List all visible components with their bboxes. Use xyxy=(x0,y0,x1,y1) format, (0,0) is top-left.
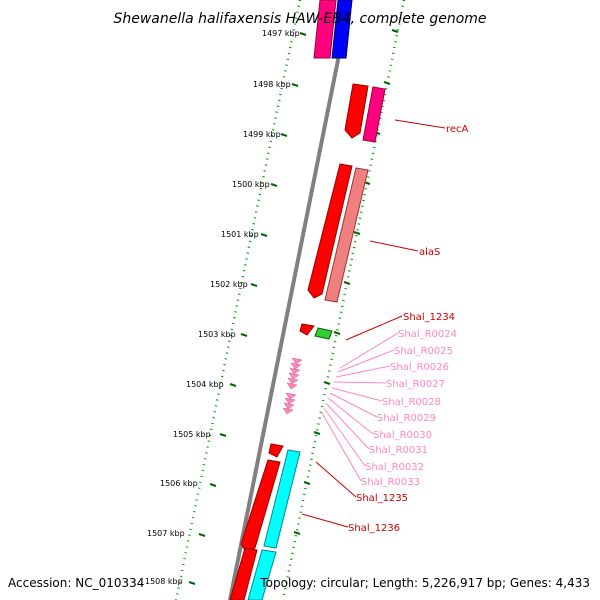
gene-label-shal-r0031: Shal_R0031 xyxy=(369,445,428,456)
lower-features xyxy=(229,443,301,600)
tick-label: 1500 kbp xyxy=(232,180,270,189)
tick-label: 1501 kbp xyxy=(221,230,259,239)
gene-label-alas: alaS xyxy=(419,247,440,258)
gene-label-shal-r0025: Shal_R0025 xyxy=(394,346,453,357)
gene-label-shal-1235: Shal_1235 xyxy=(356,493,408,504)
topology-text: Topology: circular; Length: 5,226,917 bp… xyxy=(260,576,590,590)
inner-dotted-ring xyxy=(174,0,302,600)
cyan-feature-1 xyxy=(263,449,301,549)
tick-labels: 1497 kbp 1498 kbp 1499 kbp 1500 kbp 1501… xyxy=(145,29,300,586)
gene-label-shal-r0030: Shal_R0030 xyxy=(373,430,432,441)
tick-label: 1506 kbp xyxy=(160,479,198,488)
cyan-feature-2 xyxy=(247,549,277,600)
shal-1234-cds xyxy=(299,323,315,336)
gene-label-reca: recA xyxy=(446,124,469,135)
reca-reverse-cds xyxy=(362,86,386,143)
small-cds xyxy=(268,443,284,458)
tick-label: 1498 kbp xyxy=(253,80,291,89)
alas-cds xyxy=(307,163,353,299)
alas-features xyxy=(307,163,369,303)
tick-label: 1507 kbp xyxy=(147,529,185,538)
reca-features xyxy=(344,83,386,143)
tick-label: 1505 kbp xyxy=(173,430,211,439)
gene-label-shal-r0033: Shal_R0033 xyxy=(361,477,420,488)
tick-label: 1503 kbp xyxy=(198,330,236,339)
gene-labels: recA alaS Shal_1234 Shal_R0024 Shal_R002… xyxy=(348,124,469,534)
reca-cds xyxy=(344,83,369,139)
shal-1236-cds xyxy=(229,547,258,600)
gene-label-shal-r0026: Shal_R0026 xyxy=(390,362,449,373)
cds-blue-feature xyxy=(331,0,353,59)
label-leader-lines xyxy=(301,119,446,528)
tick-label: 1497 kbp xyxy=(262,29,300,38)
gene-label-shal-1234: Shal_1234 xyxy=(403,312,455,323)
gene-label-shal-1236: Shal_1236 xyxy=(348,523,400,534)
trna-cluster xyxy=(282,357,303,415)
inner-ticks xyxy=(188,32,307,585)
gene-label-shal-r0027: Shal_R0027 xyxy=(386,379,445,390)
gene-label-shal-r0029: Shal_R0029 xyxy=(377,413,436,424)
tick-label: 1508 kbp xyxy=(145,577,183,586)
outer-dotted-ring xyxy=(281,0,406,600)
rrna-feature xyxy=(314,327,333,340)
top-features xyxy=(313,0,353,59)
map-title: Shewanella halifaxensis HAW-EB4, complet… xyxy=(113,11,486,27)
gene-label-shal-r0032: Shal_R0032 xyxy=(365,462,424,473)
tick-label: 1504 kbp xyxy=(186,380,224,389)
accession-text: Accession: NC_010334 xyxy=(8,576,145,590)
cds-reverse-feature xyxy=(313,0,337,59)
tick-label: 1499 kbp xyxy=(243,130,281,139)
tick-label: 1502 kbp xyxy=(210,280,248,289)
backbone-line xyxy=(228,0,352,600)
gene-label-shal-r0024: Shal_R0024 xyxy=(398,329,457,340)
alas-salmon-feature xyxy=(324,167,369,303)
gene-label-shal-r0028: Shal_R0028 xyxy=(382,397,441,408)
